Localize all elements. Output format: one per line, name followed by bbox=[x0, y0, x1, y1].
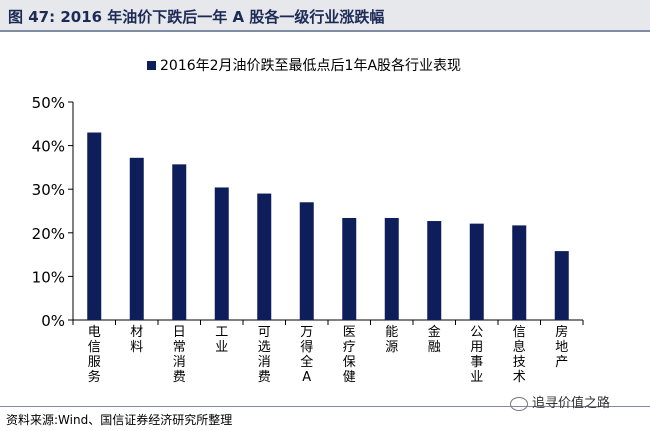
x-tick-label: 电信服务 bbox=[88, 325, 101, 385]
wechat-icon bbox=[510, 396, 528, 411]
x-tick-label: 公用事业 bbox=[470, 325, 483, 385]
x-tick-label: 信息技术 bbox=[513, 325, 526, 385]
bar bbox=[342, 217, 357, 320]
x-tick-label: 金融 bbox=[428, 324, 441, 355]
bottom-divider bbox=[0, 406, 650, 407]
y-tick-label: 50% bbox=[32, 94, 65, 112]
watermark: 追寻价值之路 bbox=[510, 392, 610, 411]
legend-label: 2016年2月油价跌至最低点后1年A股各行业表现 bbox=[160, 58, 461, 74]
bar bbox=[257, 193, 272, 320]
figure-title: 图 47: 2016 年油价下跌后一年 A 股各一级行业涨跌幅 bbox=[8, 8, 385, 26]
bar bbox=[87, 132, 102, 320]
y-tick-label: 0% bbox=[41, 312, 65, 330]
bar bbox=[129, 157, 144, 320]
bar bbox=[172, 164, 187, 320]
y-tick-label: 20% bbox=[32, 225, 65, 243]
watermark-text: 追寻价值之路 bbox=[532, 396, 611, 411]
x-tick-label: 能源 bbox=[385, 325, 398, 355]
bar bbox=[384, 217, 399, 320]
bar bbox=[214, 187, 229, 320]
bar bbox=[427, 221, 442, 320]
bar bbox=[299, 202, 314, 320]
x-tick-label: 日常消费 bbox=[173, 325, 186, 385]
source-note: 资料来源:Wind、国信证券经济研究所整理 bbox=[6, 413, 233, 427]
y-tick-label: 10% bbox=[32, 268, 65, 286]
bar bbox=[469, 223, 484, 320]
x-tick-label: 工业 bbox=[215, 325, 228, 355]
x-tick-label: 可选消费 bbox=[258, 325, 271, 385]
bar bbox=[512, 225, 527, 320]
x-tick-label: 医疗保健 bbox=[343, 325, 356, 385]
x-tick-label: 材料 bbox=[130, 325, 143, 355]
bar bbox=[554, 251, 569, 320]
x-tick-label: 房地产 bbox=[555, 324, 568, 370]
legend-swatch bbox=[147, 61, 156, 70]
y-tick-label: 40% bbox=[32, 138, 65, 156]
y-tick-label: 30% bbox=[32, 181, 65, 199]
figure-title-bar: 图 47: 2016 年油价下跌后一年 A 股各一级行业涨跌幅 bbox=[0, 0, 650, 32]
bar-chart: 2016年2月油价跌至最低点后1年A股各行业表现 0% 10% 20% 30% 40% 50… bbox=[32, 58, 584, 385]
x-tick-label: 万得全 A bbox=[300, 325, 313, 385]
